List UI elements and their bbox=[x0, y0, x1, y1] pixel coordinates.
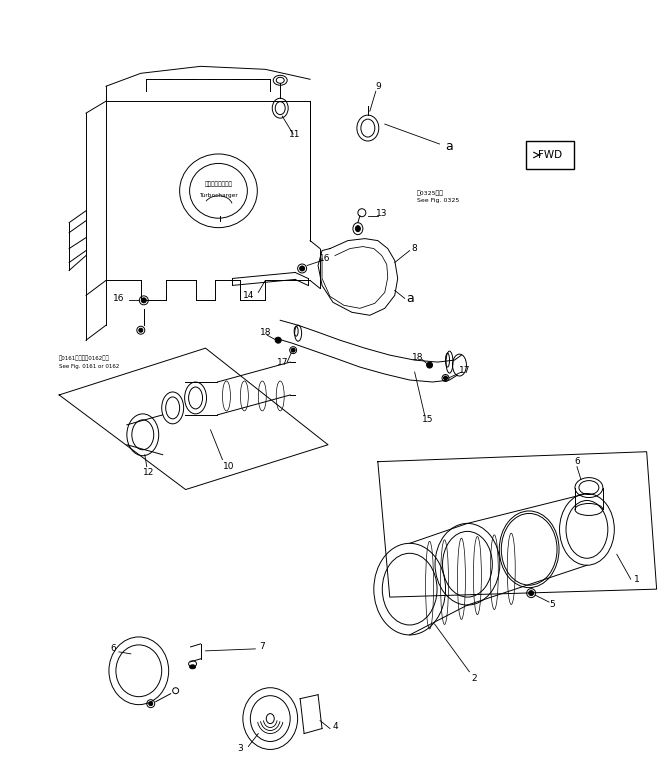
Text: 4: 4 bbox=[332, 722, 338, 731]
Ellipse shape bbox=[275, 337, 281, 343]
Ellipse shape bbox=[529, 591, 534, 596]
Text: 17: 17 bbox=[459, 366, 470, 374]
Text: 2: 2 bbox=[471, 674, 477, 683]
Text: 9: 9 bbox=[375, 82, 381, 91]
Text: 14: 14 bbox=[243, 291, 254, 300]
Text: 6: 6 bbox=[110, 644, 116, 653]
Text: 15: 15 bbox=[422, 416, 434, 424]
Text: 1: 1 bbox=[634, 574, 639, 584]
Text: 7: 7 bbox=[260, 643, 265, 651]
Ellipse shape bbox=[189, 665, 195, 669]
Ellipse shape bbox=[139, 328, 143, 332]
Text: a: a bbox=[446, 140, 453, 153]
Ellipse shape bbox=[149, 702, 153, 706]
Text: See Fig. 0325: See Fig. 0325 bbox=[416, 199, 459, 203]
Text: 18: 18 bbox=[260, 328, 271, 337]
Ellipse shape bbox=[355, 225, 360, 232]
Ellipse shape bbox=[426, 362, 432, 368]
Text: 10: 10 bbox=[222, 463, 234, 471]
Text: FWD: FWD bbox=[538, 150, 562, 160]
Text: 8: 8 bbox=[412, 244, 418, 253]
Ellipse shape bbox=[300, 266, 305, 271]
Ellipse shape bbox=[291, 348, 295, 352]
Text: 18: 18 bbox=[412, 353, 424, 361]
Text: See Fig. 0161 or 0162: See Fig. 0161 or 0162 bbox=[59, 364, 120, 369]
Text: 16: 16 bbox=[319, 254, 331, 263]
Ellipse shape bbox=[444, 376, 448, 380]
Text: 11: 11 bbox=[289, 130, 301, 139]
FancyBboxPatch shape bbox=[526, 141, 574, 169]
Text: ターボチャージャ: ターボチャージャ bbox=[205, 181, 232, 186]
Text: 6: 6 bbox=[574, 457, 580, 466]
Ellipse shape bbox=[141, 298, 146, 303]
Text: 12: 12 bbox=[143, 468, 154, 477]
Text: 3: 3 bbox=[238, 744, 243, 753]
Text: 13: 13 bbox=[376, 209, 387, 219]
Text: 16: 16 bbox=[113, 294, 124, 303]
Text: 図0161または図0162参照: 図0161または図0162参照 bbox=[59, 355, 110, 361]
Text: 5: 5 bbox=[549, 600, 555, 608]
Text: 17: 17 bbox=[277, 357, 288, 367]
Text: 図0325参照: 図0325参照 bbox=[416, 190, 444, 196]
Text: Turbocharger: Turbocharger bbox=[199, 193, 238, 199]
Text: a: a bbox=[406, 292, 414, 304]
